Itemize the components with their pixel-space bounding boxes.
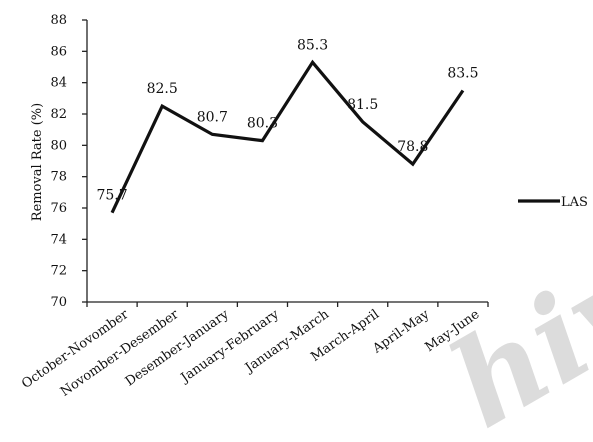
y-tick-label: 72 — [50, 264, 67, 279]
y-tick-label: 88 — [50, 13, 67, 28]
axes — [86, 20, 488, 303]
series-line-las — [110, 59, 465, 214]
x-tick-label: January-March — [241, 307, 332, 377]
legend-label-las: LAS — [561, 195, 588, 210]
data-label: 78.8 — [397, 139, 428, 155]
y-tick-label: 78 — [50, 170, 67, 185]
data-label: 80.7 — [197, 109, 228, 125]
y-tick-label: 82 — [50, 107, 67, 122]
y-tick-label: 70 — [50, 295, 67, 310]
y-tick-label: 84 — [50, 76, 67, 91]
x-tick-label: April-May — [369, 307, 432, 358]
data-label: 85.3 — [297, 37, 328, 53]
watermark-text: hive — [428, 194, 593, 442]
watermark: hive — [428, 194, 593, 442]
legend: LAS — [518, 195, 588, 210]
data-label: 81.5 — [347, 97, 378, 113]
y-tick-label: 80 — [50, 138, 67, 153]
data-label: 83.5 — [447, 66, 478, 82]
y-ticks: 70 72 74 76 78 80 82 84 86 88 — [50, 13, 87, 310]
data-label: 75.7 — [96, 188, 127, 204]
y-tick-label: 76 — [50, 201, 67, 216]
y-tick-label: 86 — [50, 44, 67, 59]
x-ticks: October-NovomberNovomber-DesemberDesembe… — [19, 302, 489, 400]
data-label: 80.3 — [247, 116, 278, 132]
y-tick-label: 74 — [50, 232, 67, 247]
data-labels: 75.7 82.5 80.7 80.3 85.3 81.5 78.8 83.5 — [96, 37, 478, 203]
series-layer — [110, 59, 465, 214]
y-axis-title: Removal Rate (%) — [30, 103, 45, 221]
data-label: 82.5 — [147, 81, 178, 97]
